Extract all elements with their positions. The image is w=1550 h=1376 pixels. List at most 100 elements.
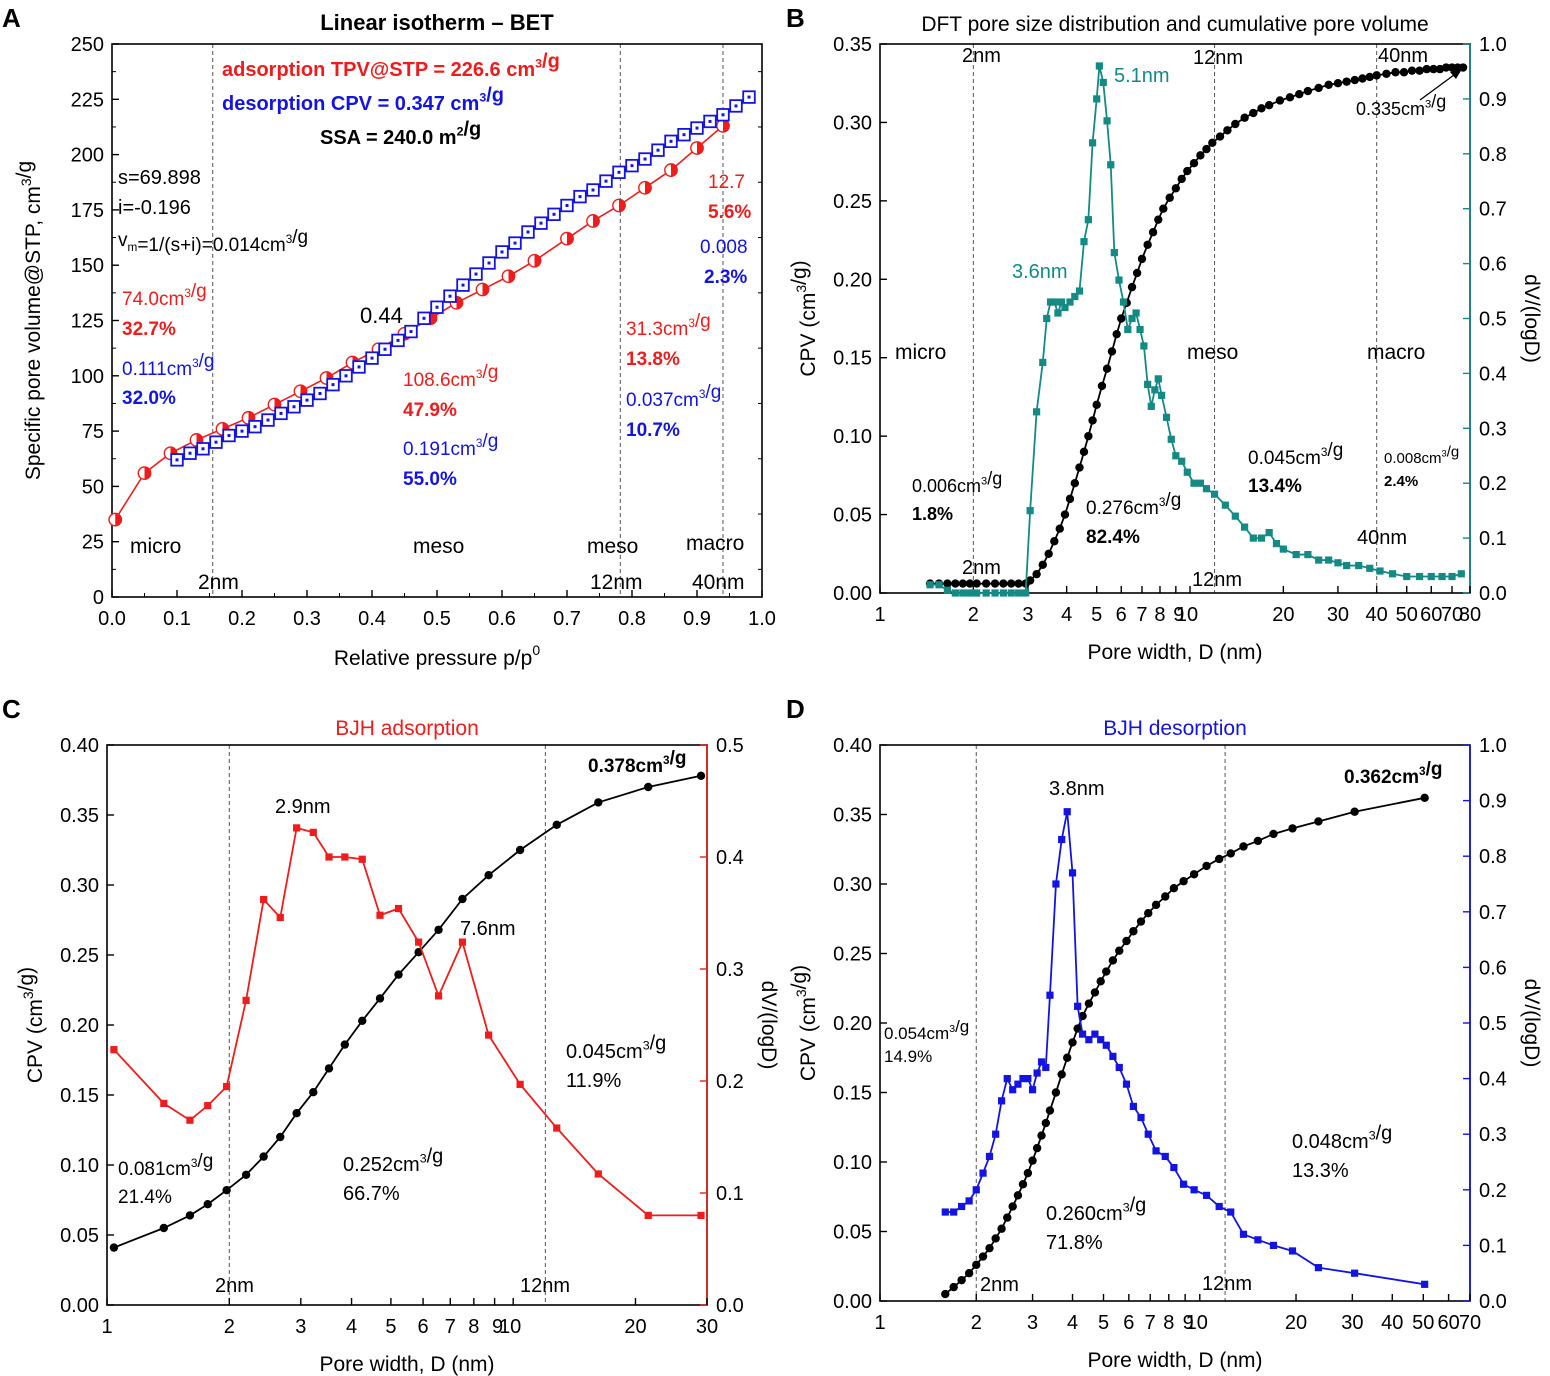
- data-point: [1172, 452, 1180, 460]
- x-tick-label: 10: [1176, 604, 1198, 626]
- chart-title: Linear isotherm – BET: [320, 10, 554, 35]
- y-tick-label: 0.00: [833, 583, 872, 605]
- y-tick-label: 0.10: [60, 1155, 99, 1177]
- annotation: macro: [686, 532, 744, 555]
- data-point: [1165, 193, 1174, 202]
- data-point: [1190, 1186, 1198, 1194]
- annotation: i=-0.196: [118, 197, 191, 219]
- annotation: 82.4%: [1086, 527, 1140, 548]
- data-point: [495, 245, 509, 259]
- data-point: [340, 1040, 350, 1049]
- series-line: [930, 65, 1462, 594]
- data-point: [1214, 854, 1224, 864]
- annotation: 31.3cm3/g: [626, 311, 711, 340]
- data-point: [1080, 238, 1088, 246]
- data-point: [1026, 507, 1034, 515]
- marker-fill: [508, 270, 515, 283]
- marker-dot: [552, 212, 556, 216]
- data-point: [1391, 68, 1400, 77]
- data-point: [997, 1097, 1006, 1105]
- panel-label: D: [786, 694, 805, 724]
- annotation: 13.4%: [1248, 476, 1302, 497]
- annotation: 12nm: [1193, 47, 1243, 69]
- annotation: 0.111cm3/g: [122, 351, 214, 380]
- data-point: [352, 360, 366, 374]
- marker-dot: [240, 429, 244, 433]
- y-tick-label: 0: [93, 587, 104, 609]
- data-point: [1084, 431, 1093, 441]
- data-point: [1095, 62, 1103, 70]
- annotation: 0.276cm3/g: [1086, 490, 1181, 519]
- data-point: [261, 413, 275, 427]
- marker-dot: [396, 338, 400, 342]
- series-dv-logd-: [110, 824, 705, 1219]
- data-point: [1090, 988, 1100, 997]
- data-point: [1215, 1202, 1223, 1211]
- data-point: [1429, 64, 1438, 74]
- data-point: [1350, 807, 1359, 816]
- y2-tick-label: 0.6: [1479, 957, 1507, 979]
- annotation: 5.6%: [708, 202, 751, 223]
- y-tick-label: 0.20: [833, 269, 872, 291]
- annotation: 12nm: [520, 1275, 570, 1297]
- data-point: [1008, 1202, 1017, 1211]
- annotation: 12nm: [1202, 1273, 1252, 1295]
- marker-dot: [409, 330, 413, 334]
- y2-tick-label: 0.8: [1479, 846, 1507, 868]
- data-point: [1014, 579, 1023, 588]
- panel-label: A: [2, 3, 21, 33]
- data-point: [339, 369, 353, 383]
- marker-dot: [448, 294, 452, 298]
- data-point: [991, 589, 999, 597]
- y2-tick-label: 0.0: [716, 1295, 744, 1317]
- x-tick-label: 0.0: [98, 608, 126, 630]
- data-point: [485, 1031, 493, 1039]
- data-point: [1115, 946, 1124, 955]
- x-tick-label: 0.1: [163, 608, 191, 630]
- data-point: [1044, 549, 1053, 558]
- data-point: [325, 853, 333, 861]
- data-point: [1088, 416, 1097, 425]
- marker-fill: [619, 199, 626, 212]
- marker-dot: [227, 434, 231, 438]
- y-tick-label: 125: [71, 311, 104, 333]
- annotation: macro: [1367, 341, 1425, 364]
- x-tick-label: 70: [1441, 604, 1463, 626]
- data-point: [951, 589, 959, 597]
- annotation: 74.0cm3/g: [122, 281, 207, 310]
- data-point: [1137, 1113, 1145, 1122]
- annotation: 0.260cm3/g: [1046, 1195, 1146, 1225]
- data-point: [1068, 1038, 1077, 1047]
- annotation: 0.335cm3/g: [1356, 91, 1446, 119]
- data-point: [1037, 1058, 1046, 1066]
- data-point: [1288, 824, 1297, 833]
- series-line: [113, 774, 702, 1249]
- x-axis-label: Pore width, D (nm): [1087, 1349, 1262, 1372]
- data-point: [376, 911, 384, 919]
- annotation: 40nm: [1357, 527, 1407, 549]
- data-point: [309, 828, 317, 836]
- x-tick-label: 7: [445, 1316, 456, 1338]
- x-tick-label: 5: [385, 1316, 396, 1338]
- data-point: [1202, 861, 1211, 871]
- annotation: 32.0%: [122, 388, 176, 409]
- data-point: [1019, 1075, 1027, 1083]
- data-point: [1314, 1264, 1323, 1272]
- marker-dot: [175, 458, 179, 462]
- data-point: [941, 1208, 949, 1216]
- data-point: [404, 324, 418, 339]
- marker-dot: [188, 451, 192, 455]
- data-point: [1179, 1180, 1188, 1188]
- y-tick-label: 0.15: [833, 1083, 872, 1105]
- data-point: [1060, 510, 1070, 519]
- annotation: 0.44: [360, 303, 403, 328]
- data-point: [456, 278, 470, 292]
- y-tick-label: 0.05: [833, 505, 872, 527]
- data-point: [1196, 479, 1204, 487]
- data-point: [501, 269, 516, 284]
- x-tick-label: 7: [1136, 604, 1147, 626]
- annotation: 47.9%: [403, 400, 457, 421]
- data-point: [644, 1211, 652, 1219]
- data-point: [1028, 1156, 1037, 1165]
- x-tick-label: 50: [1396, 604, 1418, 626]
